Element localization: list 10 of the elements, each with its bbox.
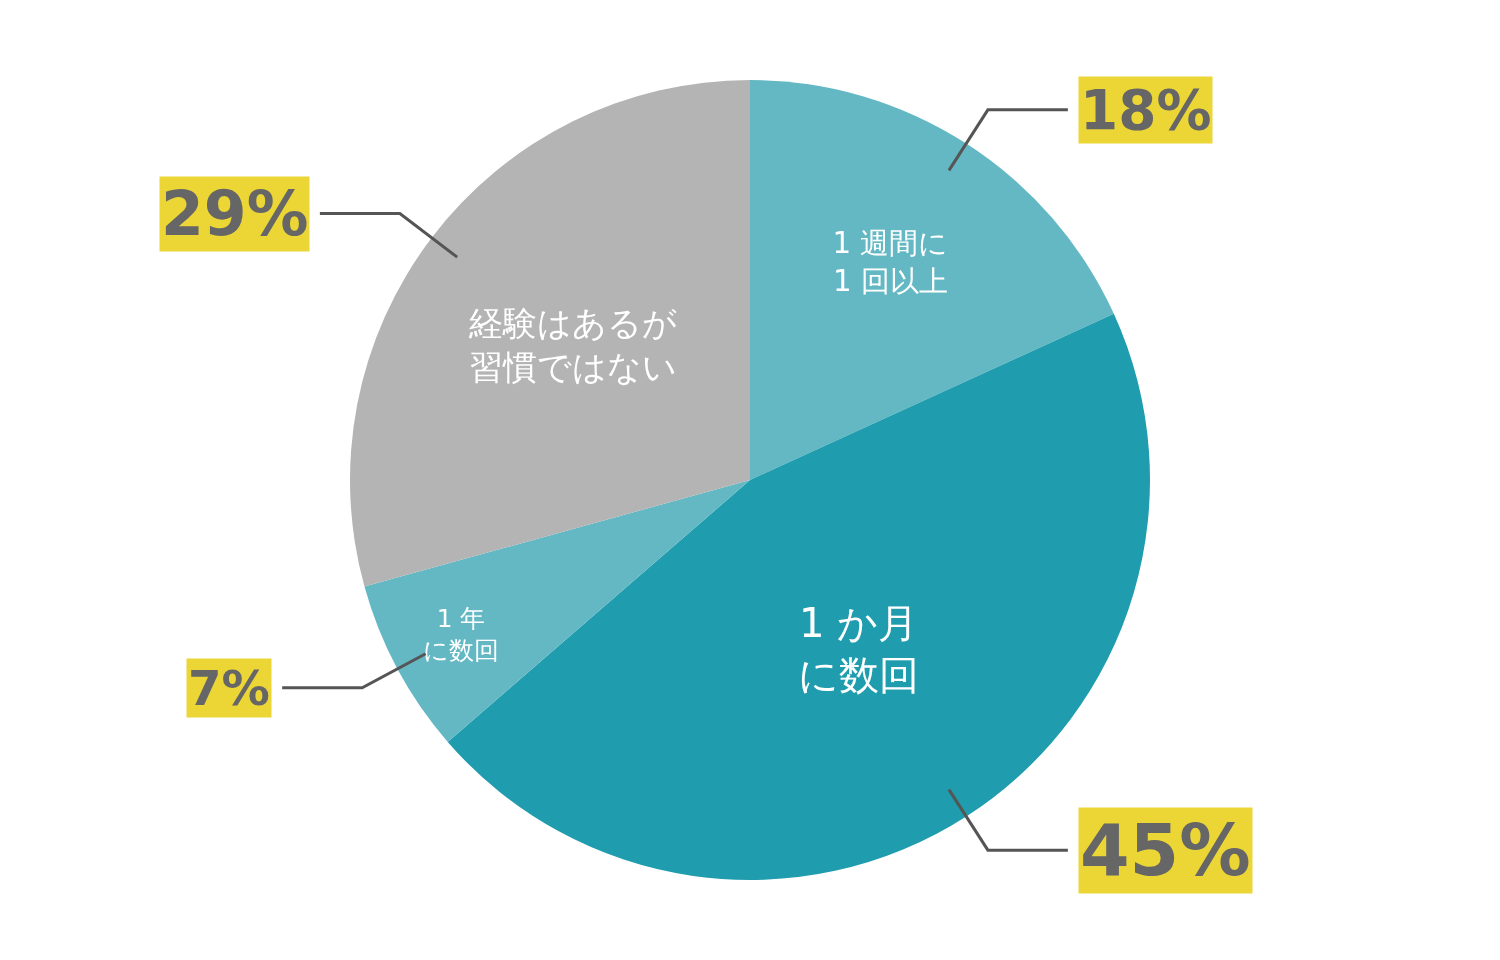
- data-label: 45%: [1080, 809, 1251, 892]
- slice-label: 1 週間に1 回以上: [832, 225, 949, 298]
- data-label: 29%: [161, 178, 309, 250]
- slice-label: 1 年に数回: [423, 604, 500, 666]
- pie-slice: [350, 80, 750, 587]
- data-label: 18%: [1080, 78, 1212, 142]
- slice-label: 経験はあるが習慣ではない: [468, 303, 678, 387]
- pie-slice: [364, 480, 750, 742]
- slice-label: 1 か月に数回: [798, 599, 920, 699]
- data-label: 7%: [188, 660, 270, 716]
